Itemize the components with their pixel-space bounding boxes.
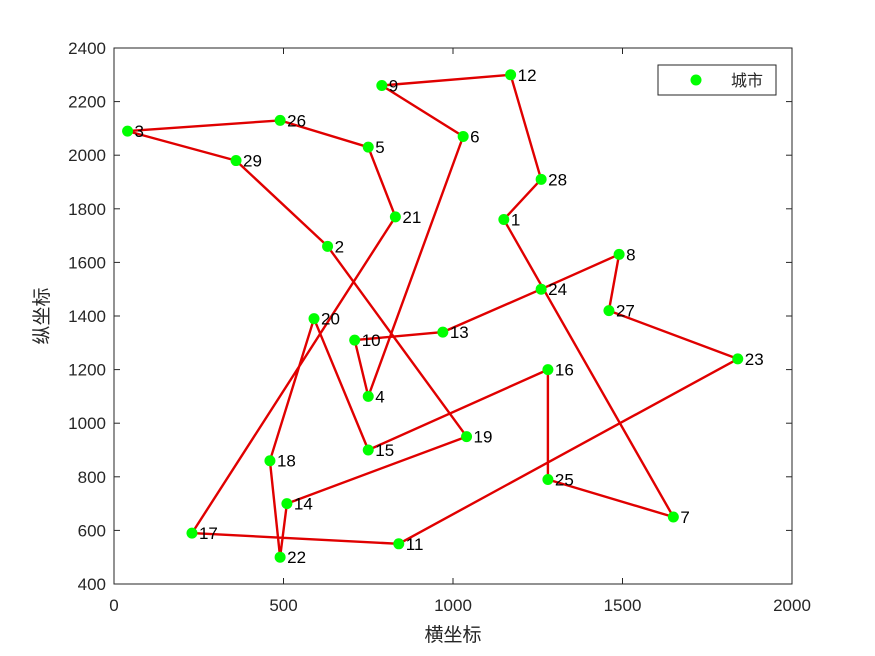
city-label-19: 19 — [474, 428, 493, 447]
city-label-27: 27 — [616, 302, 635, 321]
y-tick-label-1200: 1200 — [68, 361, 106, 380]
city-label-4: 4 — [375, 387, 384, 406]
points-layer — [122, 69, 744, 563]
city-point-12 — [505, 69, 517, 81]
city-point-7 — [667, 511, 679, 523]
city-label-15: 15 — [375, 441, 394, 460]
city-point-17 — [186, 527, 198, 539]
city-point-18 — [264, 455, 276, 467]
legend-label: 城市 — [731, 72, 763, 90]
city-label-16: 16 — [555, 361, 574, 380]
city-point-10 — [349, 334, 361, 346]
city-label-2: 2 — [335, 237, 344, 256]
city-point-13 — [437, 326, 449, 338]
city-point-11 — [393, 538, 405, 550]
city-label-6: 6 — [470, 127, 479, 146]
y-axis-label: 纵坐标 — [31, 287, 53, 344]
city-point-26 — [274, 114, 286, 126]
x-axis-label: 横坐标 — [424, 624, 481, 646]
city-point-29 — [230, 155, 242, 167]
legend: 城市 — [657, 64, 777, 96]
city-label-10: 10 — [362, 331, 381, 350]
city-point-21 — [389, 211, 401, 223]
x-tick-label-0: 0 — [109, 596, 118, 615]
city-point-19 — [461, 431, 473, 443]
city-point-6 — [457, 130, 469, 142]
y-tick-label-600: 600 — [78, 521, 106, 540]
y-tick-label-1400: 1400 — [68, 307, 106, 326]
city-point-1 — [498, 214, 510, 226]
legend-box — [657, 64, 777, 96]
y-tick-label-400: 400 — [78, 575, 106, 594]
y-tick-label-1800: 1800 — [68, 200, 106, 219]
city-label-8: 8 — [626, 245, 635, 264]
city-label-14: 14 — [294, 495, 313, 514]
city-point-16 — [542, 364, 554, 376]
y-tick-label-800: 800 — [78, 468, 106, 487]
route-line — [126, 73, 739, 559]
city-point-24 — [535, 283, 547, 295]
city-label-1: 1 — [511, 211, 520, 230]
city-label-9: 9 — [389, 77, 398, 96]
city-label-12: 12 — [518, 66, 537, 85]
city-point-3 — [122, 125, 134, 137]
city-label-25: 25 — [555, 470, 574, 489]
point-labels-layer: 1234567891011121314151617181920212223242… — [135, 66, 764, 567]
x-tick-label-2000: 2000 — [773, 596, 811, 615]
city-label-3: 3 — [135, 122, 144, 141]
city-label-24: 24 — [548, 280, 567, 299]
city-label-21: 21 — [402, 208, 421, 227]
x-tick-label-500: 500 — [269, 596, 297, 615]
city-point-5 — [362, 141, 374, 153]
y-tick-label-1600: 1600 — [68, 253, 106, 272]
ticks-layer: 0 500 1000 1500 2000 400 600 800 1000 1200 1400 160… — [68, 39, 811, 615]
city-point-4 — [362, 390, 374, 402]
city-label-11: 11 — [406, 535, 424, 554]
city-point-15 — [362, 444, 374, 456]
city-label-17: 17 — [199, 524, 218, 543]
city-label-26: 26 — [287, 111, 306, 130]
city-point-25 — [542, 473, 554, 485]
city-label-23: 23 — [745, 350, 764, 369]
route-layer — [126, 73, 739, 559]
legend-marker — [690, 74, 702, 86]
city-point-8 — [613, 248, 625, 260]
city-label-18: 18 — [277, 452, 296, 471]
y-tick-label-1000: 1000 — [68, 414, 106, 433]
city-point-27 — [603, 305, 615, 317]
plot-area — [114, 48, 792, 584]
city-point-22 — [274, 551, 286, 563]
city-point-20 — [308, 313, 320, 325]
y-tick-label-2400: 2400 — [68, 39, 106, 58]
city-point-14 — [281, 498, 293, 510]
x-tick-label-1000: 1000 — [434, 596, 472, 615]
city-label-22: 22 — [287, 548, 306, 567]
city-label-5: 5 — [375, 138, 384, 157]
city-label-28: 28 — [548, 170, 567, 189]
city-label-7: 7 — [680, 508, 689, 527]
city-label-20: 20 — [321, 310, 340, 329]
city-label-29: 29 — [243, 152, 262, 171]
y-tick-label-2200: 2200 — [68, 93, 106, 112]
city-label-13: 13 — [450, 323, 469, 342]
y-tick-label-2000: 2000 — [68, 146, 106, 165]
city-point-9 — [376, 80, 388, 92]
city-point-28 — [535, 173, 547, 185]
city-point-23 — [732, 353, 744, 365]
x-tick-label-1500: 1500 — [604, 596, 642, 615]
city-point-2 — [322, 240, 334, 252]
